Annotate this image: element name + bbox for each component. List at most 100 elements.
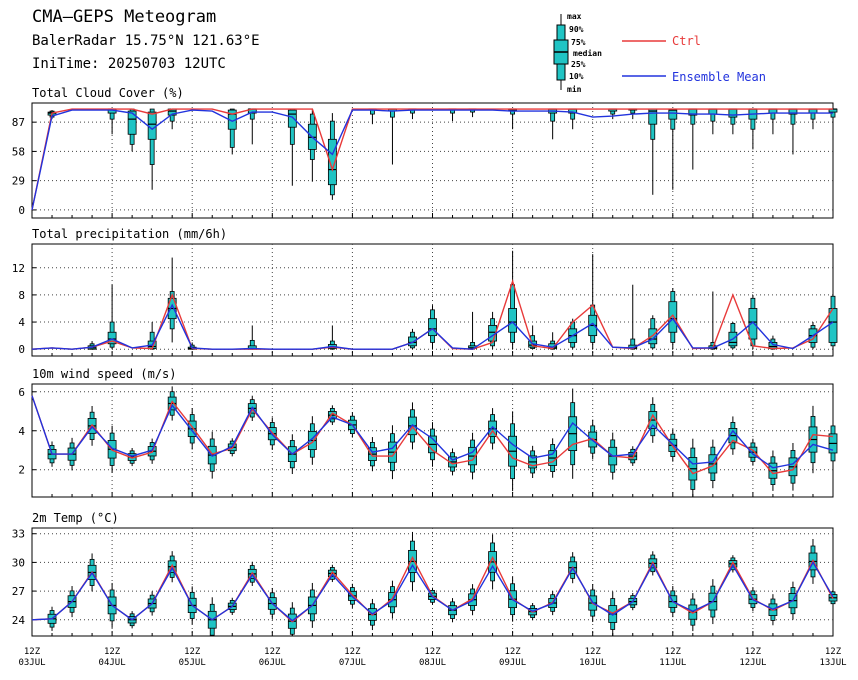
box-glyph	[468, 311, 477, 350]
box-glyph	[408, 328, 417, 350]
header: CMA—GEPS Meteogram BalerRadar 15.75°N 12…	[0, 0, 858, 100]
box-glyph	[828, 108, 838, 125]
box-glyph	[788, 442, 798, 491]
box-inner	[107, 331, 117, 345]
legend-label-median: median	[573, 48, 602, 58]
box-glyph	[167, 386, 177, 421]
y-tick-label: 2	[18, 464, 25, 477]
box-glyph	[508, 108, 518, 130]
box-glyph	[107, 108, 117, 135]
y-tick-label: 30	[12, 556, 25, 569]
panel-2: Total precipitation (mm/6h) 0 4 8 12	[12, 227, 838, 357]
x-tick-label-hour: 12Z	[24, 647, 41, 657]
panel-title: Total Cloud Cover (%)	[32, 86, 184, 100]
y-tick-label: 27	[12, 585, 25, 598]
box-glyph	[748, 108, 758, 150]
box-glyph	[508, 250, 518, 350]
ensemble-mean-line	[31, 395, 834, 469]
y-tick-label: 4	[18, 316, 25, 329]
x-tick-label-date: 06JUL	[259, 658, 286, 668]
box-glyph	[548, 108, 558, 140]
box-glyph	[608, 108, 618, 120]
ensemble-mean-line	[31, 303, 834, 350]
box-inner	[508, 308, 518, 333]
box-glyph	[187, 408, 197, 450]
x-tick-label-date: 09JUL	[499, 658, 526, 668]
x-tick-label-date: 05JUL	[179, 658, 206, 668]
box-glyph	[568, 388, 578, 479]
box-glyph	[368, 437, 377, 472]
box-glyph	[828, 294, 838, 350]
ensemble-mean-line	[31, 560, 834, 622]
panel-title: 2m Temp (°C)	[32, 511, 119, 525]
box-glyph	[728, 322, 738, 350]
x-tick-label-date: 08JUL	[419, 658, 446, 668]
box-glyph	[588, 254, 598, 350]
box-glyph	[388, 425, 397, 480]
box-inner	[147, 111, 157, 140]
legend-mean-label: Ensemble Mean	[672, 70, 766, 84]
y-tick-label: 0	[18, 204, 25, 217]
x-tick-label-hour: 12Z	[585, 647, 602, 657]
box-inner	[748, 308, 758, 340]
x-tick-label-date: 12JUL	[739, 658, 766, 668]
x-tick-label-date: 11JUL	[659, 658, 686, 668]
box-glyph	[207, 597, 217, 636]
x-tick-label-date: 10JUL	[579, 658, 606, 668]
box-glyph	[688, 438, 698, 497]
box-inner	[287, 109, 297, 128]
legend-label-p75: 75%	[571, 38, 586, 47]
box-glyph	[227, 108, 237, 155]
panel-3: 10m wind speed (m/s) 2 4 6	[18, 367, 838, 498]
x-tick-label-hour: 12Z	[104, 647, 121, 657]
box-glyph	[428, 422, 437, 467]
box-inner	[668, 301, 678, 333]
chart-title: CMA—GEPS Meteogram	[32, 7, 217, 27]
box-inner	[127, 110, 137, 135]
box-glyph	[628, 284, 638, 350]
x-axis-labels: 12Z03JUL12Z04JUL12Z05JUL12Z06JUL12Z07JUL…	[18, 647, 846, 668]
legend-label-max: max	[567, 12, 582, 21]
x-tick-label-hour: 12Z	[504, 647, 521, 657]
init-time-label: IniTime: 20250703 12UTC	[32, 56, 226, 72]
legend-label-min: min	[567, 84, 582, 94]
box-glyph	[808, 108, 818, 130]
box-glyph	[728, 108, 738, 135]
x-tick-label-hour: 12Z	[264, 647, 281, 657]
box-glyph	[388, 108, 397, 165]
box-glyph	[668, 108, 678, 190]
x-tick-label-hour: 12Z	[665, 647, 682, 657]
legend-label-p90: 90%	[569, 25, 584, 34]
y-tick-label: 58	[12, 145, 25, 158]
x-tick-label-date: 07JUL	[339, 658, 366, 668]
y-tick-label: 33	[12, 528, 25, 541]
panel-1: Total Cloud Cover (%) 0 29 58 87	[12, 86, 838, 219]
box-glyph	[548, 438, 558, 478]
ensemble-mean-line	[31, 109, 833, 211]
box-glyph	[327, 113, 337, 200]
box-glyph	[708, 439, 718, 489]
box-glyph	[648, 108, 658, 195]
legend-label-p25: 25%	[571, 60, 586, 69]
y-tick-label: 6	[18, 386, 25, 399]
box-glyph	[147, 108, 157, 190]
ctrl-line	[31, 395, 834, 475]
box-glyph	[788, 108, 798, 155]
x-tick-label-hour: 12Z	[825, 647, 842, 657]
box-inner	[708, 108, 718, 115]
box-glyph	[167, 257, 177, 343]
station-label: BalerRadar 15.75°N 121.63°E	[32, 33, 260, 49]
x-tick-label-date: 13JUL	[819, 658, 846, 668]
y-tick-label: 8	[18, 289, 25, 302]
box-glyph	[448, 108, 457, 122]
x-tick-label-hour: 12Z	[344, 647, 361, 657]
y-tick-label: 87	[12, 116, 25, 129]
box-glyph	[428, 305, 437, 350]
x-tick-label-hour: 12Z	[184, 647, 201, 657]
box-glyph	[368, 108, 377, 125]
legend-ctrl-label: Ctrl	[672, 34, 701, 48]
panel-title: Total precipitation (mm/6h)	[32, 227, 227, 241]
box-glyph	[708, 108, 718, 135]
box-inner	[327, 138, 337, 186]
